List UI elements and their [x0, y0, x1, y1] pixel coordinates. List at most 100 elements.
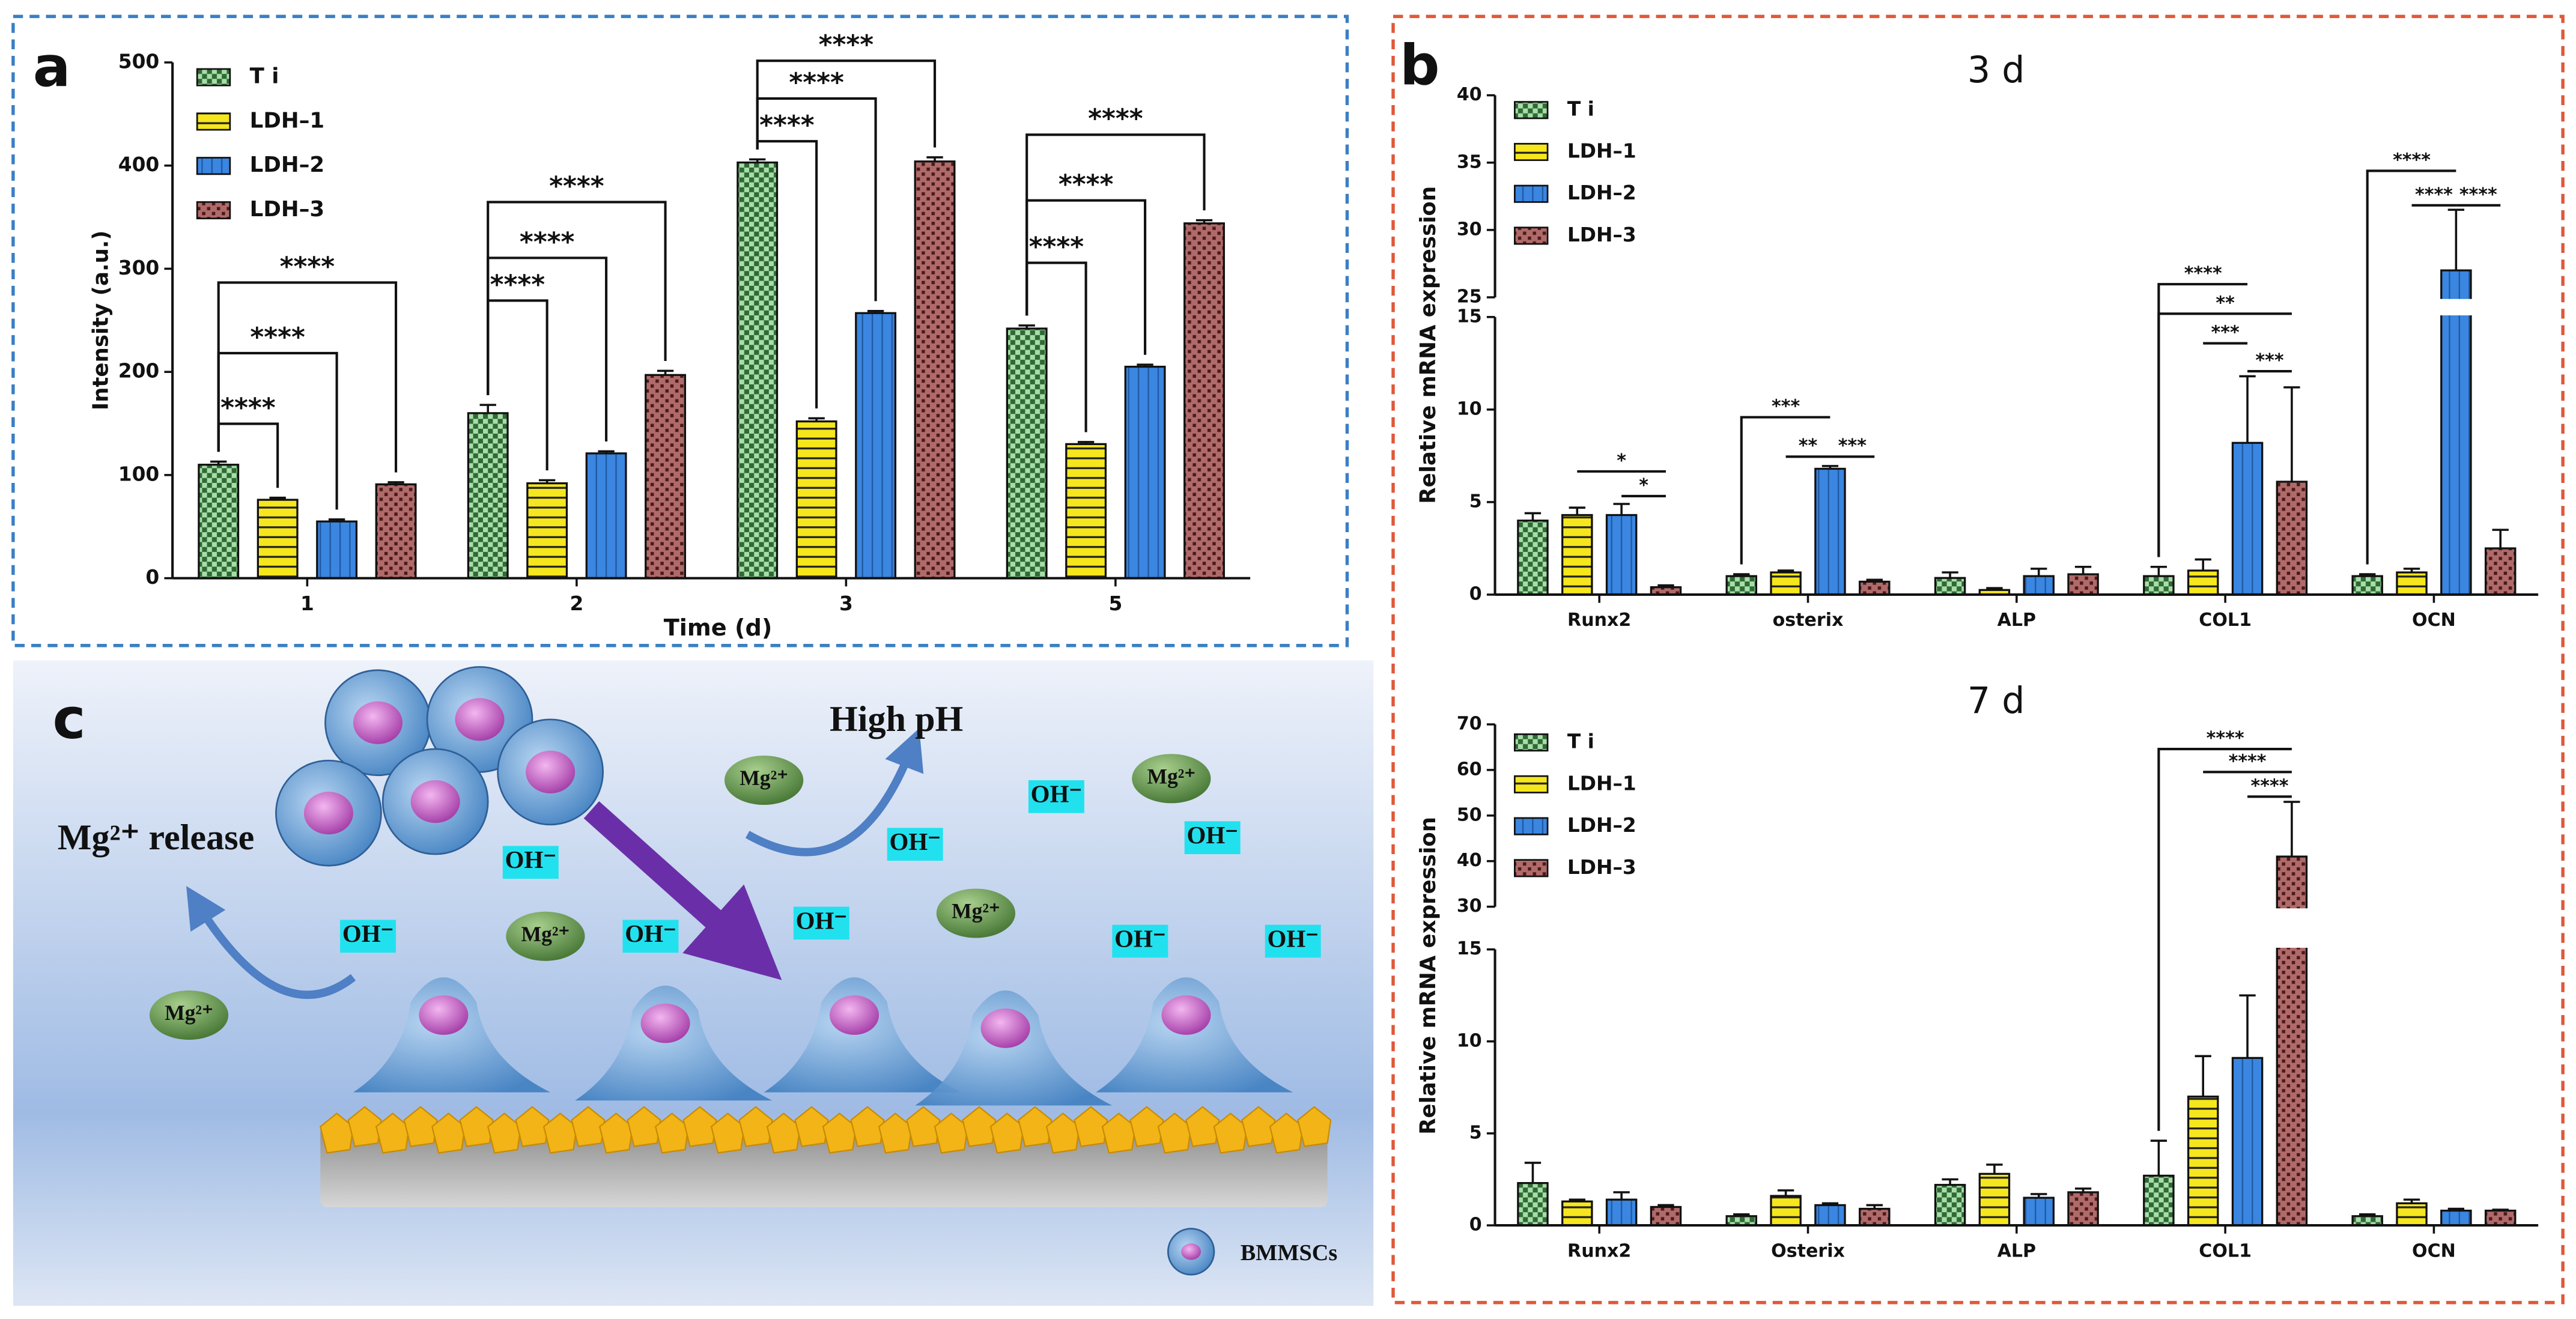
error-bar — [387, 481, 404, 485]
significance-bracket — [1740, 416, 1830, 565]
significance-bracket — [2366, 169, 2456, 565]
error-bar — [2239, 375, 2256, 443]
legend-label: LDH–2 — [1567, 181, 1636, 204]
significance-label: **** — [220, 393, 276, 423]
ldh-crystal — [431, 1112, 466, 1154]
bar — [2143, 1174, 2175, 1227]
arrow — [745, 728, 924, 857]
bar — [467, 412, 509, 580]
ldh-crystal — [598, 1112, 634, 1154]
significance-bracket — [2157, 312, 2292, 557]
legend-label: LDH–3 — [250, 197, 324, 222]
error-bar — [2492, 1208, 2509, 1211]
nucleus — [526, 750, 576, 793]
legend-swatch — [196, 157, 231, 175]
bar — [914, 160, 956, 580]
adherent-cell — [915, 990, 1113, 1106]
bar — [1605, 1198, 1638, 1227]
nucleus — [303, 792, 353, 835]
chart-title: 3 d — [1967, 49, 2025, 91]
error-bar — [2359, 573, 2376, 577]
bar — [2440, 1209, 2472, 1227]
bar — [1978, 1172, 2011, 1227]
ion-box — [622, 920, 679, 953]
error-bar — [1613, 503, 1630, 515]
error-bar — [1524, 1162, 1542, 1183]
bar — [2231, 441, 2264, 596]
error-bar — [1018, 324, 1035, 329]
bar — [375, 483, 417, 580]
significance-label: **** — [1029, 232, 1084, 262]
error-bar — [1733, 573, 1750, 577]
ldh-crystal — [934, 1112, 968, 1154]
error-bar — [1986, 587, 2003, 590]
error-bar — [328, 518, 345, 522]
ion-label: OH⁻ — [1186, 821, 1238, 849]
bar — [1006, 327, 1048, 580]
error-bar — [479, 404, 496, 413]
legend-swatch — [1514, 859, 1549, 878]
error-bar — [598, 450, 615, 453]
bar — [1814, 1204, 1846, 1227]
y-tick-label: 5 — [1469, 1122, 1482, 1143]
bar — [2484, 547, 2517, 596]
significance-label: * — [1617, 450, 1626, 472]
axis-break — [1478, 908, 2555, 948]
error-bar — [1942, 1178, 1958, 1185]
y-tick-label: 50 — [1457, 804, 1482, 825]
significance-label: *** — [1838, 435, 1867, 456]
ion-label: OH⁻ — [796, 906, 847, 934]
nucleus — [1161, 995, 1211, 1035]
significance-label: *** — [2255, 350, 2283, 371]
error-bar — [2283, 386, 2300, 482]
error-bar — [1524, 512, 1542, 521]
nucleus — [419, 995, 469, 1035]
error-bar — [1077, 441, 1095, 444]
error-bar — [1569, 506, 1585, 515]
legend-label: LDH–2 — [1567, 814, 1636, 837]
y-tick-label: 30 — [1457, 896, 1482, 917]
significance-bracket — [487, 201, 667, 395]
ion-bubble — [724, 755, 804, 805]
ldh-crystal — [766, 1112, 801, 1154]
x-tick-label: 3 — [839, 592, 853, 615]
error-bar — [2150, 1139, 2167, 1176]
bar — [1650, 1205, 1682, 1227]
y-tick-label: 70 — [1457, 714, 1482, 735]
y-axis-label: Relative mRNA expression — [1416, 817, 1441, 1135]
error-bar — [2403, 1198, 2420, 1204]
panel-label: a — [33, 34, 71, 99]
significance-label: **** — [490, 269, 545, 300]
error-bar — [1821, 1202, 1839, 1205]
y-tick-label: 40 — [1457, 850, 1482, 871]
error-bar — [1942, 571, 1958, 578]
ldh-crystal — [375, 1112, 410, 1154]
ldh-crystal — [487, 1112, 522, 1154]
error-bar — [2283, 801, 2300, 857]
bar — [645, 374, 687, 580]
error-bar — [808, 417, 825, 422]
adherent-cell — [575, 985, 773, 1101]
significance-label: **** — [2393, 150, 2431, 171]
significance-label: **** — [280, 251, 335, 282]
error-bar — [1657, 1204, 1674, 1207]
ion-label: Mg²⁺ — [521, 922, 570, 946]
ldh-crystal — [1157, 1112, 1192, 1154]
legend-swatch — [1514, 142, 1549, 162]
ldh-crystal — [989, 1112, 1024, 1154]
y-tick-label: 35 — [1457, 151, 1482, 172]
ldh-crystal — [654, 1112, 690, 1154]
significance-bracket — [756, 59, 937, 150]
legend-swatch — [1514, 733, 1549, 752]
error-bar — [269, 496, 286, 500]
ion-bubble — [1132, 754, 1211, 804]
nucleus — [980, 1008, 1030, 1048]
bar — [1770, 571, 1802, 596]
ion-label: OH⁻ — [889, 828, 940, 855]
error-bar — [1777, 569, 1794, 573]
error-bar — [1866, 578, 1883, 582]
significance-label: **** — [250, 322, 305, 353]
bar — [1859, 580, 1891, 596]
y-tick-label: 60 — [1457, 759, 1482, 780]
